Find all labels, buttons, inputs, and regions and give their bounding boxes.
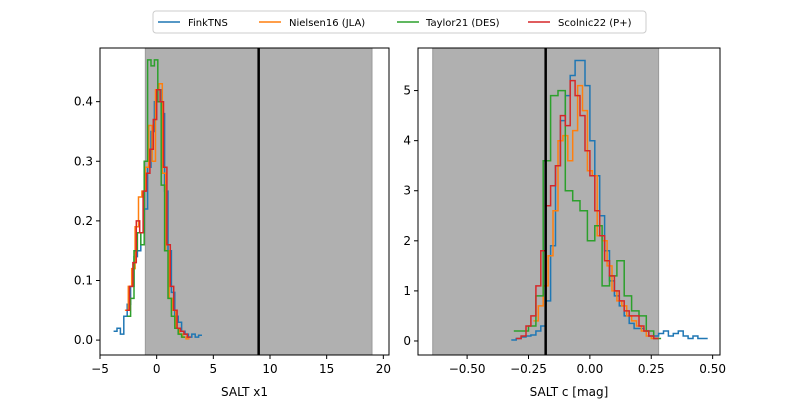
- y-tick-label: 1: [403, 284, 411, 298]
- axes-frame-right: [417, 47, 721, 356]
- y-tick-label: 0: [403, 334, 411, 348]
- y-tick-label: 0.1: [74, 273, 93, 287]
- x-tick-label: 10: [262, 362, 277, 376]
- legend-entry-scolnic22: Scolnic22 (P+): [528, 18, 632, 29]
- x-axis-label-salt-c: SALT c [mag]: [530, 385, 609, 399]
- y-tick-label: 0.0: [74, 333, 93, 347]
- x-tick-label: 0: [153, 362, 161, 376]
- y-tick-label: 4: [403, 134, 411, 148]
- axes-frame-left: [99, 47, 390, 356]
- x-tick-label: 20: [376, 362, 391, 376]
- y-tick-label: 3: [403, 184, 411, 198]
- series-scolnic22-p: [126, 88, 191, 338]
- panel-salt-x1: −5 0 5 10 15 20 0.0 0.1 0.2 0.3 0.4 SALT x1: [74, 47, 391, 399]
- x-axis-label-salt-x1: SALT x1: [221, 385, 268, 399]
- y-tick-label: 2: [403, 234, 411, 248]
- y-tick-label: 0.2: [74, 214, 93, 228]
- x-tick-label: 0.25: [638, 362, 665, 376]
- legend-label-nielsen16: Nielsen16 (JLA): [289, 18, 365, 29]
- legend-label-scolnic22: Scolnic22 (P+): [558, 18, 632, 29]
- x-tick-label: −0.25: [510, 362, 547, 376]
- legend-entry-taylor21: Taylor21 (DES): [397, 18, 500, 29]
- legend-entry-nielsen16: Nielsen16 (JLA): [259, 18, 365, 29]
- series-taylor21-des: [127, 59, 185, 338]
- series-scolnic22-p: [516, 79, 659, 340]
- x-tick-label: 5: [210, 362, 218, 376]
- legend-entry-finktns: FinkTNS: [158, 18, 228, 29]
- y-tick-label: 0.4: [74, 95, 93, 109]
- x-tick-label: 0.00: [577, 362, 604, 376]
- legend: FinkTNS Nielsen16 (JLA) Taylor21 (DES) S…: [152, 10, 647, 34]
- x-tick-label: −5: [91, 362, 109, 376]
- x-tick-label: −0.50: [449, 362, 486, 376]
- x-tick-label: 0.50: [699, 362, 726, 376]
- x-tick-label: 15: [319, 362, 334, 376]
- panel-salt-c: −0.50 −0.25 0.00 0.25 0.50 0 1 2 3 4 5 SALT c [ma…: [403, 47, 726, 399]
- legend-label-finktns: FinkTNS: [188, 18, 228, 29]
- y-tick-label: 0.3: [74, 154, 93, 168]
- legend-label-taylor21: Taylor21 (DES): [425, 18, 500, 29]
- y-tick-label: 5: [403, 84, 411, 98]
